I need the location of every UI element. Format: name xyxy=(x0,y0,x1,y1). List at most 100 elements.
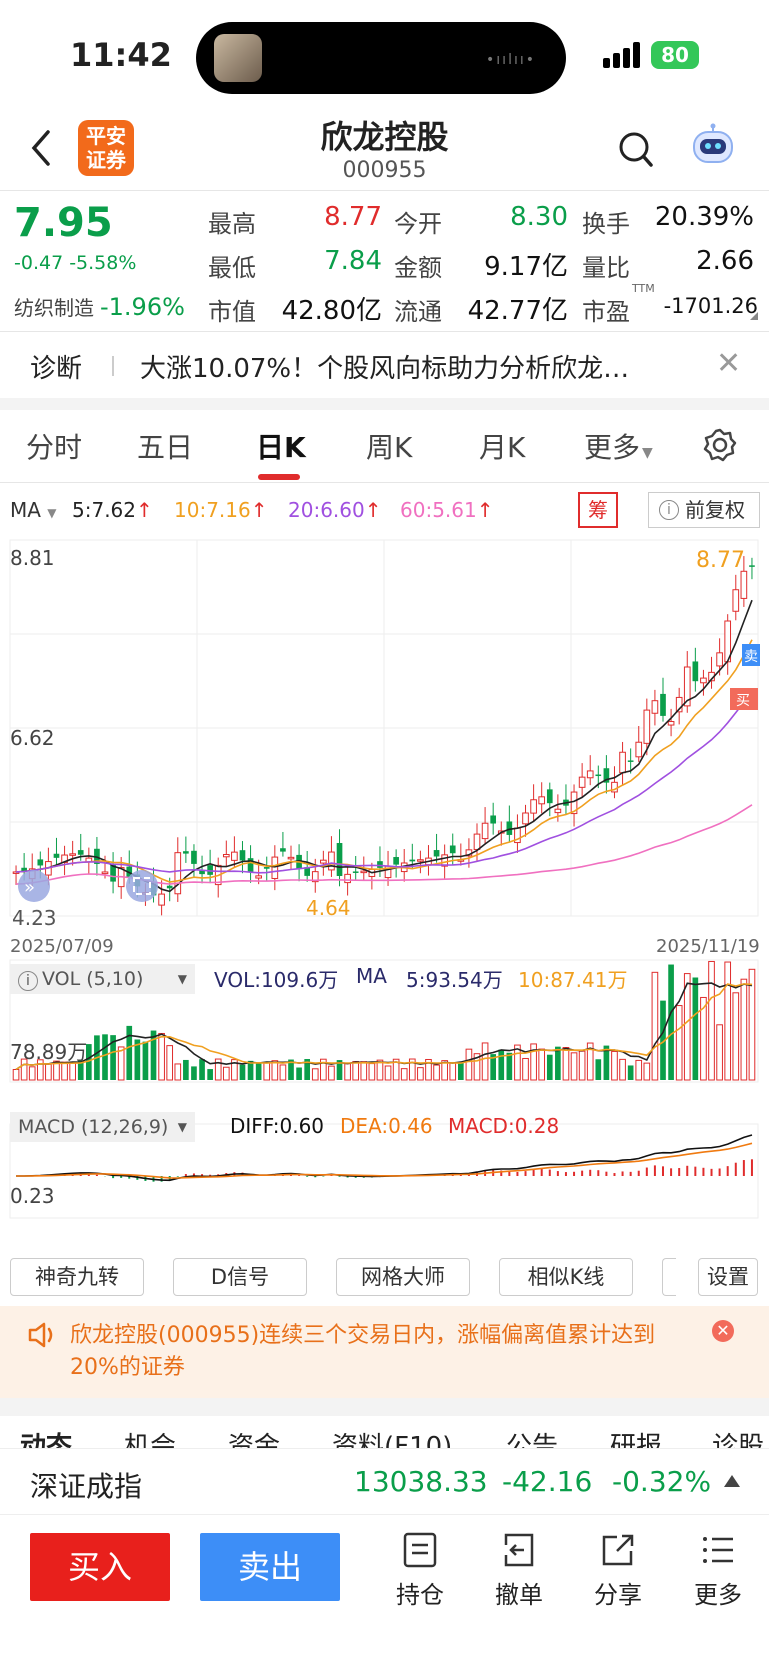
close-icon[interactable]: ✕ xyxy=(712,1320,734,1342)
high-value: 8.77 xyxy=(324,202,382,232)
candle-body xyxy=(449,845,456,854)
candle-body xyxy=(263,867,270,869)
volume-bar xyxy=(45,1063,52,1081)
tab-intraday[interactable]: 分时 xyxy=(26,431,83,464)
candle-body xyxy=(37,859,44,866)
volume-bar xyxy=(603,1045,610,1080)
action-bar: 买入 卖出 持仓 撤单 分享 更多 xyxy=(0,1514,769,1665)
tab-f10[interactable]: 资料(F10) xyxy=(332,1432,453,1448)
volume-bar xyxy=(530,1043,537,1081)
candle-body xyxy=(433,850,440,857)
buy-tag[interactable] xyxy=(730,688,758,710)
notice-banner[interactable]: 欣龙控股(000955)连续三个交易日内，涨幅偏离值累计达到20%的证券 ✕ xyxy=(0,1306,769,1398)
diagnosis-text[interactable]: 大涨10.07%！个股风向标助力分析欣龙… xyxy=(140,354,630,384)
tab-monthly-k[interactable]: 月K xyxy=(479,431,526,464)
index-value: 13038.33 xyxy=(354,1465,488,1498)
close-icon[interactable]: ✕ xyxy=(716,346,742,381)
chip-distribution-button[interactable]: 筹 xyxy=(578,492,618,528)
dropdown-icon: ▼ xyxy=(47,506,57,520)
tool-grid-master[interactable]: 网格大师 xyxy=(336,1258,470,1296)
volume-bar xyxy=(126,1025,133,1080)
volume-bar xyxy=(85,1044,92,1080)
tool-similar-kline[interactable]: 相似K线 xyxy=(499,1258,633,1296)
kline-chart[interactable]: 卖 买 » xyxy=(0,484,769,1244)
status-bar: 11:42 •ıılıı• 80 xyxy=(0,0,769,110)
vol-indicator-select[interactable]: i VOL (5,10) ▼ xyxy=(10,964,195,994)
candlesticks xyxy=(12,556,755,916)
candle-body xyxy=(174,852,182,895)
diagnosis-bar[interactable]: 诊断 大涨10.07%！个股风向标助力分析欣龙… ✕ xyxy=(0,332,769,398)
macd-value: MACD:0.28 xyxy=(448,1114,560,1138)
volume-bar xyxy=(538,1048,546,1081)
volume-bar xyxy=(239,1064,246,1080)
adjust-button[interactable]: i 前复权 xyxy=(648,492,760,528)
volume-bar xyxy=(643,1062,651,1081)
tab-reports[interactable]: 研报 xyxy=(610,1432,663,1448)
sell-button[interactable]: 卖出 xyxy=(200,1533,340,1601)
candle-body xyxy=(311,871,319,883)
tab-five-day[interactable]: 五日 xyxy=(137,431,194,464)
industry-change[interactable]: 纺织制造 -1.96% xyxy=(14,292,185,321)
tool-partial[interactable] xyxy=(662,1258,676,1296)
candle-body xyxy=(651,700,659,714)
tool-d-signal[interactable]: D信号 xyxy=(173,1258,307,1296)
tab-announcements[interactable]: 公告 xyxy=(506,1432,559,1448)
stock-name: 欣龙控股 xyxy=(320,118,449,156)
status-time: 11:42 xyxy=(70,36,172,74)
candle-body xyxy=(239,850,246,861)
turnover-label: 换手 xyxy=(582,210,630,238)
volume-bar xyxy=(12,1069,20,1081)
candle-body xyxy=(675,696,683,713)
tab-funds[interactable]: 资金 xyxy=(228,1432,281,1448)
back-icon[interactable] xyxy=(26,128,56,168)
gear-icon[interactable] xyxy=(703,428,737,462)
volume-bar xyxy=(627,1065,634,1080)
candle-body xyxy=(490,815,497,824)
tab-daily-k[interactable]: 日K xyxy=(256,431,306,464)
price-change: -0.47 -5.58% xyxy=(14,252,137,274)
candle-body xyxy=(328,851,335,871)
tool-settings[interactable]: 设置 xyxy=(698,1258,758,1296)
tool-magic-nine[interactable]: 神奇九转 xyxy=(10,1258,144,1296)
candle-body xyxy=(522,812,529,825)
candle-body xyxy=(344,873,351,884)
ma-label[interactable]: MA ▼ xyxy=(10,498,57,522)
volume-bar xyxy=(336,1060,343,1080)
cancel-order-button[interactable]: 撤单 xyxy=(479,1531,559,1610)
volume-bar xyxy=(506,1052,513,1080)
volume-bar xyxy=(110,1035,116,1080)
open-label: 今开 xyxy=(394,210,442,238)
buy-button[interactable]: 买入 xyxy=(30,1533,170,1601)
search-icon[interactable] xyxy=(618,130,654,170)
fullscreen-button[interactable] xyxy=(126,870,158,902)
volume-bar xyxy=(433,1064,440,1081)
expand-up-icon[interactable] xyxy=(724,1475,740,1487)
ai-assistant-icon[interactable] xyxy=(688,122,738,172)
candle-body xyxy=(207,865,213,875)
dynamic-island[interactable]: •ıılıı• xyxy=(196,22,566,94)
volume-bar xyxy=(732,992,740,1081)
notice-text: 欣龙控股(000955)连续三个交易日内，涨幅偏离值累计达到20%的证券 xyxy=(70,1323,656,1380)
tab-diagnosis[interactable]: 诊股 xyxy=(712,1432,765,1448)
index-ticker[interactable]: 深证成指 13038.33 -42.16 -0.32% xyxy=(0,1448,769,1514)
mktcap-value: 42.80亿 xyxy=(281,296,382,326)
low-label: 最低 xyxy=(208,254,256,282)
expand-corner-icon[interactable] xyxy=(750,312,758,320)
volume-bar xyxy=(183,1059,189,1080)
sell-tag[interactable] xyxy=(742,644,760,666)
ma20-value: 20:6.60↑ xyxy=(288,498,381,522)
tab-more[interactable]: 更多 ▼ xyxy=(584,426,653,466)
share-button[interactable]: 分享 xyxy=(578,1531,658,1610)
volratio-label: 量比 xyxy=(582,254,630,282)
min-price-marker: 4.64 xyxy=(306,896,351,920)
candle-body xyxy=(506,821,513,835)
macd-indicator-select[interactable]: MACD (12,26,9) ▼ xyxy=(10,1112,195,1142)
scroll-left-button[interactable] xyxy=(18,870,50,902)
tab-opportunity[interactable]: 机会 xyxy=(124,1432,177,1448)
hold-button[interactable]: 持仓 xyxy=(380,1531,460,1610)
tab-weekly-k[interactable]: 周K xyxy=(366,431,413,464)
more-button[interactable]: 更多 xyxy=(678,1531,758,1610)
tab-news[interactable]: 动态 xyxy=(20,1432,73,1448)
candle-body xyxy=(586,770,594,779)
volume-bar xyxy=(748,968,756,1081)
